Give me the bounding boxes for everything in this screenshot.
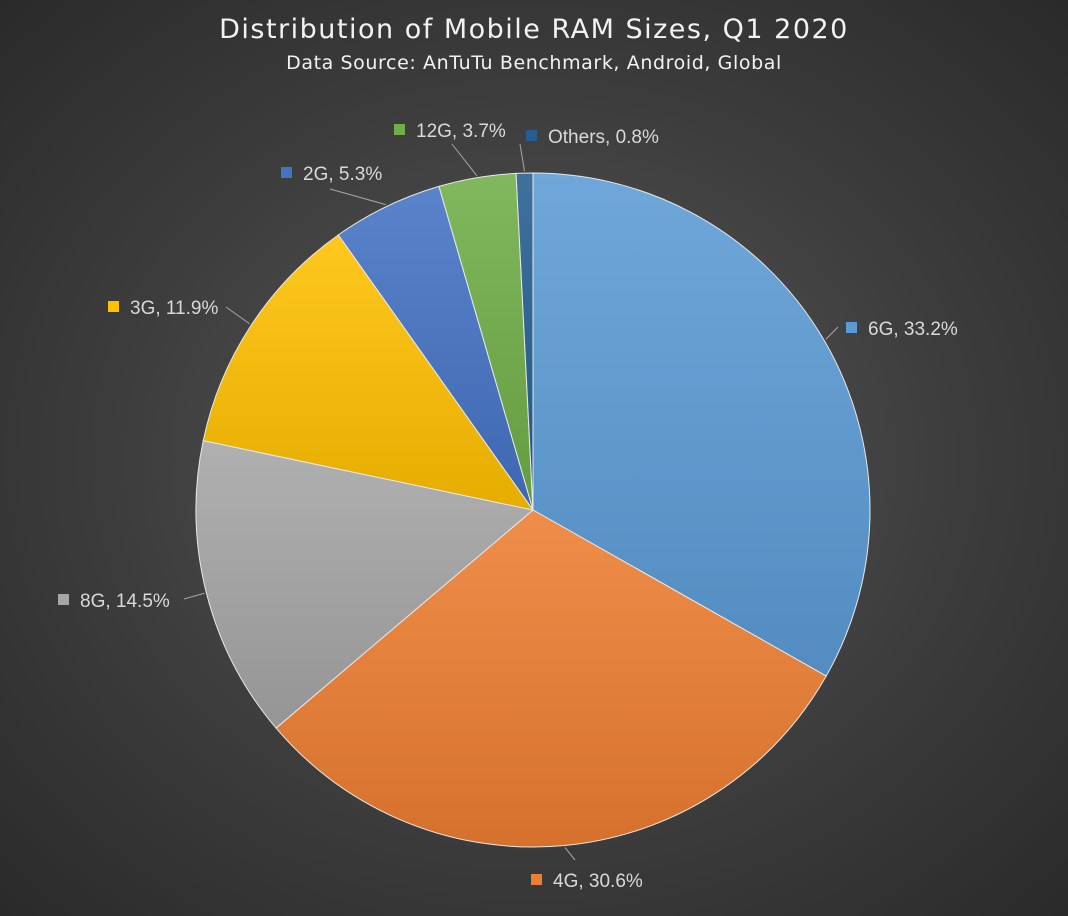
pie-slice-4g[interactable] <box>275 509 827 848</box>
label-key-8g <box>58 594 69 605</box>
data-label-2g: 2G, 5.3% <box>303 164 382 185</box>
pie-slices <box>195 172 871 848</box>
leader-line-8g <box>183 592 205 600</box>
pie-slice-others[interactable] <box>515 172 534 511</box>
leader-line-3g <box>225 306 250 325</box>
leader-line-2g <box>329 188 386 206</box>
label-key-others <box>526 130 537 141</box>
chart-title: Distribution of Mobile RAM Sizes, Q1 202… <box>219 14 849 45</box>
leader-line-6g <box>825 326 839 340</box>
leader-line-12g <box>451 143 478 176</box>
data-label-8g: 8G, 14.5% <box>80 591 170 612</box>
label-key-3g <box>108 301 119 312</box>
data-label-12g: 12G, 3.7% <box>416 121 506 142</box>
label-key-4g <box>531 874 542 885</box>
label-key-6g <box>846 322 857 333</box>
data-label-6g: 6G, 33.2% <box>868 319 958 340</box>
data-label-4g: 4G, 30.6% <box>553 871 643 892</box>
data-label-3g: 3G, 11.9% <box>130 298 218 319</box>
chart-subtitle: Data Source: AnTuTu Benchmark, Android, … <box>286 52 782 74</box>
label-key-2g <box>281 167 292 178</box>
leader-line-4g <box>564 847 576 861</box>
pie-slice-3g[interactable] <box>202 234 535 511</box>
data-label-others: Others, 0.8% <box>548 127 659 148</box>
leader-line-others <box>519 143 525 172</box>
label-key-12g <box>394 124 405 135</box>
pie-slice-8g[interactable] <box>195 440 535 729</box>
pie-data-labels: 6G, 33.2% 4G, 30.6% 8G, 14.5% 3G, 11.9% 2G, … <box>58 121 958 892</box>
pie-slice-6g[interactable] <box>532 172 871 677</box>
